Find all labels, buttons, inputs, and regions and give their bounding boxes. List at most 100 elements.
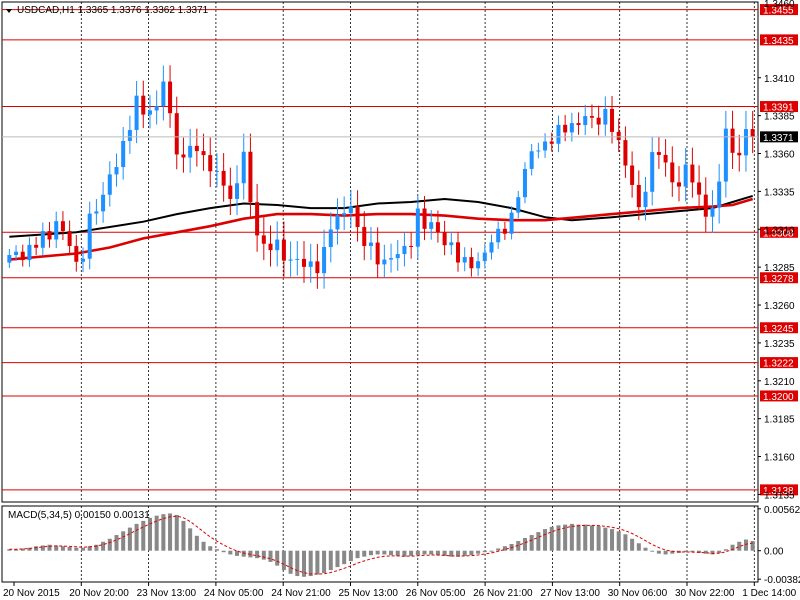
candle (529, 143, 534, 176)
candle (14, 245, 19, 261)
macd-bar (335, 550, 340, 568)
candle (482, 244, 487, 269)
candle (241, 133, 246, 200)
candle (7, 248, 12, 269)
macd-bar (549, 526, 554, 551)
macd-bar (502, 546, 507, 551)
price-tick-label: 1.3160 (764, 453, 795, 464)
current-price-label-box: 1.3371 (760, 131, 798, 144)
candle (362, 211, 367, 261)
candle (710, 190, 715, 233)
level-label-box (760, 272, 798, 284)
candle (181, 137, 186, 173)
candle (630, 151, 635, 198)
macd-bar (322, 550, 327, 574)
macd-bar (288, 550, 293, 574)
candle (101, 182, 106, 223)
macd-bar (596, 526, 601, 551)
candle (583, 104, 588, 136)
macd-bar (489, 550, 494, 552)
candle (476, 252, 481, 277)
macd-bar (27, 547, 32, 551)
macd-bar (563, 524, 568, 551)
macd-bar (730, 544, 735, 551)
dropdown-triangle-icon[interactable] (6, 9, 12, 13)
candle (87, 201, 92, 270)
macd-bar (154, 515, 159, 551)
level-label: 1.3200 (763, 392, 794, 403)
candle (670, 146, 675, 197)
macd-bar (409, 550, 414, 556)
moving-average-black (9, 194, 753, 238)
macd-histogram (7, 513, 755, 577)
macd-bar (7, 549, 12, 551)
time-tick-label: 24 Nov 05:00 (204, 588, 264, 599)
candle (47, 222, 52, 248)
macd-bar (422, 550, 427, 555)
macd-bar (201, 541, 206, 551)
level-label-box (760, 4, 798, 16)
candle (650, 136, 655, 206)
price-tick-label: 1.3310 (764, 225, 795, 236)
candle (121, 127, 126, 180)
level-label-box (760, 484, 798, 496)
level-label: 1.3308 (763, 228, 794, 239)
candle (147, 95, 152, 129)
macd-bar (610, 529, 615, 551)
macd-bar (375, 550, 380, 555)
macd-bar (194, 535, 199, 551)
candle (34, 236, 39, 255)
time-tick-label: 30 Nov 22:00 (675, 588, 735, 599)
time-tick-label: 24 Nov 21:00 (271, 588, 331, 599)
candle (456, 232, 461, 272)
candle (603, 96, 608, 136)
macd-bar (114, 535, 119, 551)
macd-bar (516, 541, 521, 551)
candle (616, 118, 621, 153)
macd-bar (656, 550, 661, 554)
macd-bar (40, 545, 45, 551)
candle (750, 110, 755, 154)
macd-bar (690, 550, 695, 553)
macd-bar (569, 523, 574, 551)
candle (255, 183, 260, 252)
candle (208, 137, 213, 188)
level-label-box (760, 322, 798, 334)
candle (375, 227, 380, 279)
macd-bar (54, 545, 59, 551)
macd-bar (101, 541, 106, 551)
macd-bar (536, 532, 541, 551)
candle (549, 132, 554, 152)
time-tick-label: 23 Nov 13:00 (137, 588, 197, 599)
candle (214, 153, 219, 188)
macd-bar (295, 550, 300, 577)
level-label-box (760, 226, 798, 238)
macd-bar (342, 550, 347, 565)
candle (389, 243, 394, 273)
level-label: 1.3278 (763, 274, 794, 285)
candle (697, 165, 702, 210)
price-tick-label: 1.3260 (764, 301, 795, 312)
candle (449, 231, 454, 255)
candle (522, 162, 527, 204)
macd-bar (14, 549, 19, 551)
candle (516, 190, 521, 219)
macd-bar (697, 550, 702, 553)
candle (20, 244, 25, 267)
macd-bar (261, 550, 266, 560)
candle (261, 217, 266, 261)
macd-bar (683, 550, 688, 553)
candle (730, 110, 735, 169)
candle (74, 235, 79, 272)
macd-bar (281, 550, 286, 571)
macd-bar (301, 550, 306, 577)
level-label-box (760, 101, 798, 113)
price-tick-label: 1.3235 (764, 339, 795, 350)
candle (107, 161, 112, 207)
price-tick-label: 1.3410 (764, 74, 795, 85)
macd-bar (121, 531, 126, 551)
macd-bar (630, 538, 635, 551)
candle (27, 237, 32, 267)
macd-bar (449, 550, 454, 557)
candlesticks (7, 65, 755, 289)
